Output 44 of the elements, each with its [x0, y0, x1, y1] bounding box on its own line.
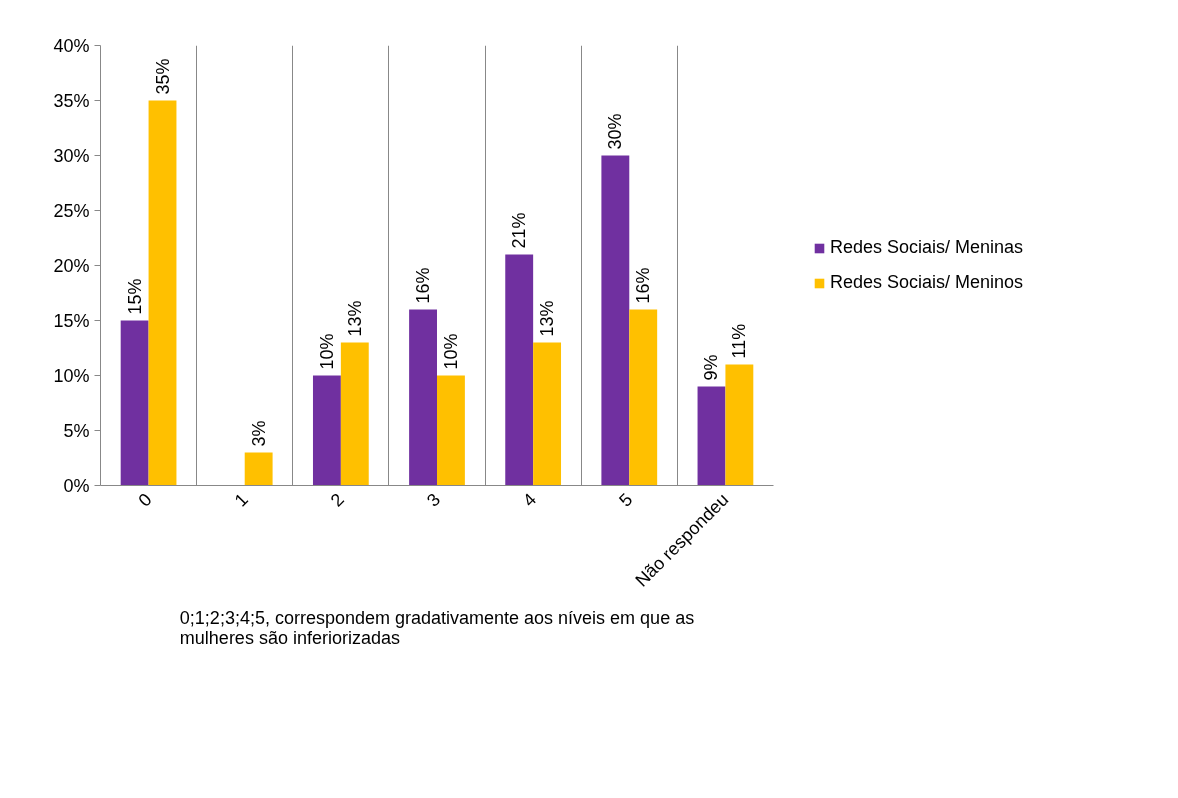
y-tick-label: 30%: [53, 145, 90, 166]
data-label: 13%: [537, 300, 558, 337]
bar: [533, 342, 562, 486]
bar: [409, 309, 437, 486]
data-label: 21%: [509, 212, 530, 249]
bar: [120, 320, 149, 486]
y-tick-label: 20%: [53, 255, 90, 276]
x-tick-label: 5: [615, 489, 637, 511]
bar: [148, 100, 177, 486]
bar: [340, 342, 369, 486]
data-label: 30%: [605, 113, 626, 150]
x-tick-label: 2: [326, 489, 348, 511]
data-label: 11%: [729, 323, 750, 359]
bar: [505, 254, 534, 486]
y-tick-label: 40%: [53, 35, 90, 56]
bar: [244, 452, 273, 486]
x-tick-label: 3: [422, 489, 445, 511]
data-label: 16%: [633, 267, 654, 304]
y-tick-label: 15%: [53, 310, 90, 331]
y-tick-label: 25%: [53, 200, 90, 221]
bar: [437, 375, 465, 486]
bar: [697, 386, 726, 486]
bar: [312, 375, 341, 486]
data-label: 10%: [440, 333, 461, 370]
bar: [629, 309, 658, 486]
text: 0;1;2;3;4;5, correspondem gradativamente aos níveis em que as mulheres são inferiorizadas: [179, 607, 695, 648]
data-label: 16%: [413, 267, 434, 304]
y-tick-label: 10%: [53, 365, 90, 386]
data-label: 10%: [316, 333, 337, 370]
x-tick-label: 1: [230, 489, 252, 511]
data-label: 13%: [344, 300, 365, 337]
x-tick-label: 0: [134, 489, 156, 511]
legend-label: Redes Sociais/ Meninos: [830, 272, 1024, 293]
data-label: 3%: [248, 420, 269, 447]
y-tick-label: 0%: [63, 475, 90, 496]
data-label: 9%: [701, 354, 722, 381]
data-label: 35%: [152, 58, 173, 95]
bar: [601, 155, 630, 486]
x-tick-label: 4: [518, 489, 541, 511]
y-tick-label: 35%: [53, 90, 90, 111]
y-tick-label: 5%: [63, 420, 90, 441]
legend-label: Redes Sociais/ Meninas: [830, 237, 1024, 258]
data-label: 15%: [124, 278, 145, 315]
bar: [725, 364, 754, 486]
